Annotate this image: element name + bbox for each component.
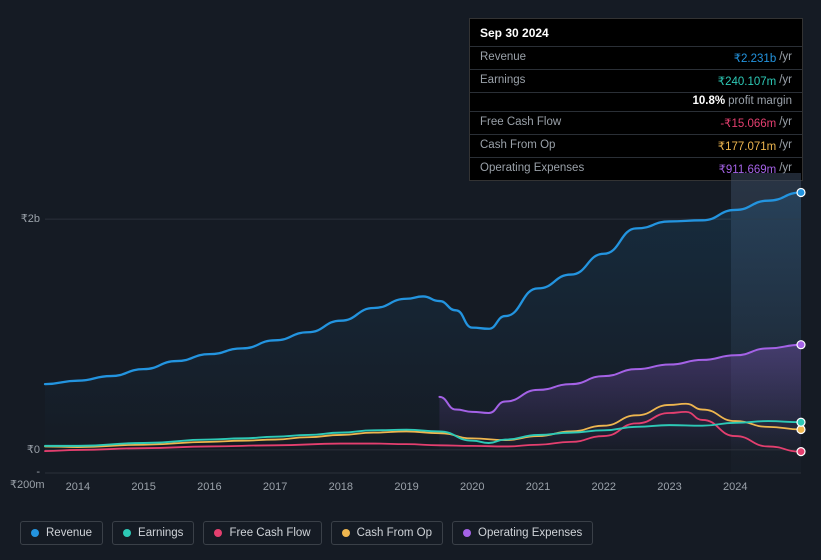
legend-item[interactable]: Cash From Op [331,521,443,545]
tooltip-row-suffix: /yr [779,116,792,130]
legend-swatch [342,529,350,537]
y-axis-tick-label: ₹2b [10,212,40,225]
legend-item-label: Cash From Op [357,527,432,539]
x-axis-tick-label: 2022 [592,481,616,493]
legend-item-label: Earnings [138,527,183,539]
tooltip-row-suffix: /yr [779,139,792,153]
legend-swatch [214,529,222,537]
tooltip-row-label: Earnings [480,74,718,88]
x-axis-tick-label: 2014 [66,481,90,493]
y-axis-tick-label: ₹0 [10,443,40,456]
tooltip-row-value: ₹2.231b [734,51,777,65]
legend-item-label: Revenue [46,527,92,539]
legend-item[interactable]: Operating Expenses [452,521,593,545]
tooltip-row: Free Cash Flow-₹15.066m/yr [470,112,802,135]
x-axis-tick-label: 2015 [131,481,155,493]
legend-item-label: Operating Expenses [478,527,582,539]
y-axis-tick-label: -₹200m [10,466,40,491]
legend-swatch [31,529,39,537]
tooltip-row-label: Free Cash Flow [480,116,720,130]
tooltip-panel: Sep 30 2024 Revenue₹2.231b/yrEarnings₹24… [469,18,803,181]
x-axis-tick-label: 2021 [526,481,550,493]
legend-swatch [123,529,131,537]
tooltip-row: Revenue₹2.231b/yr [470,47,802,70]
tooltip-row-label: Cash From Op [480,139,718,153]
tooltip-row-value: ₹177.071m [718,139,776,153]
tooltip-row-value: ₹240.107m [718,74,776,88]
x-axis-tick-label: 2016 [197,481,221,493]
tooltip-row: Earnings₹240.107m/yr [470,70,802,93]
chart-container: ₹2b₹0-₹200m20142015201620172018201920202… [15,158,806,505]
x-axis-tick-label: 2017 [263,481,287,493]
tooltip-row-suffix: /yr [779,74,792,88]
legend: Revenue Earnings Free Cash Flow Cash From O… [20,521,593,545]
tooltip-date: Sep 30 2024 [470,19,802,47]
tooltip-subrow-suffix: profit margin [728,95,792,107]
tooltip-row-value: -₹15.066m [720,116,776,130]
legend-item[interactable]: Revenue [20,521,103,545]
chart-plot [45,173,801,473]
legend-swatch [463,529,471,537]
tooltip-subrow: 10.8%profit margin [470,93,802,112]
tooltip-row: Cash From Op₹177.071m/yr [470,135,802,158]
tooltip-row-label: Revenue [480,51,734,65]
tooltip-row-suffix: /yr [779,51,792,65]
legend-item-label: Free Cash Flow [229,527,310,539]
x-axis-tick-label: 2024 [723,481,747,493]
legend-item[interactable]: Earnings [112,521,194,545]
x-axis-tick-label: 2018 [329,481,353,493]
x-axis-tick-label: 2020 [460,481,484,493]
tooltip-subrow-value: 10.8% [692,95,725,107]
x-axis-tick-label: 2019 [394,481,418,493]
x-axis-tick-label: 2023 [657,481,681,493]
legend-item[interactable]: Free Cash Flow [203,521,321,545]
